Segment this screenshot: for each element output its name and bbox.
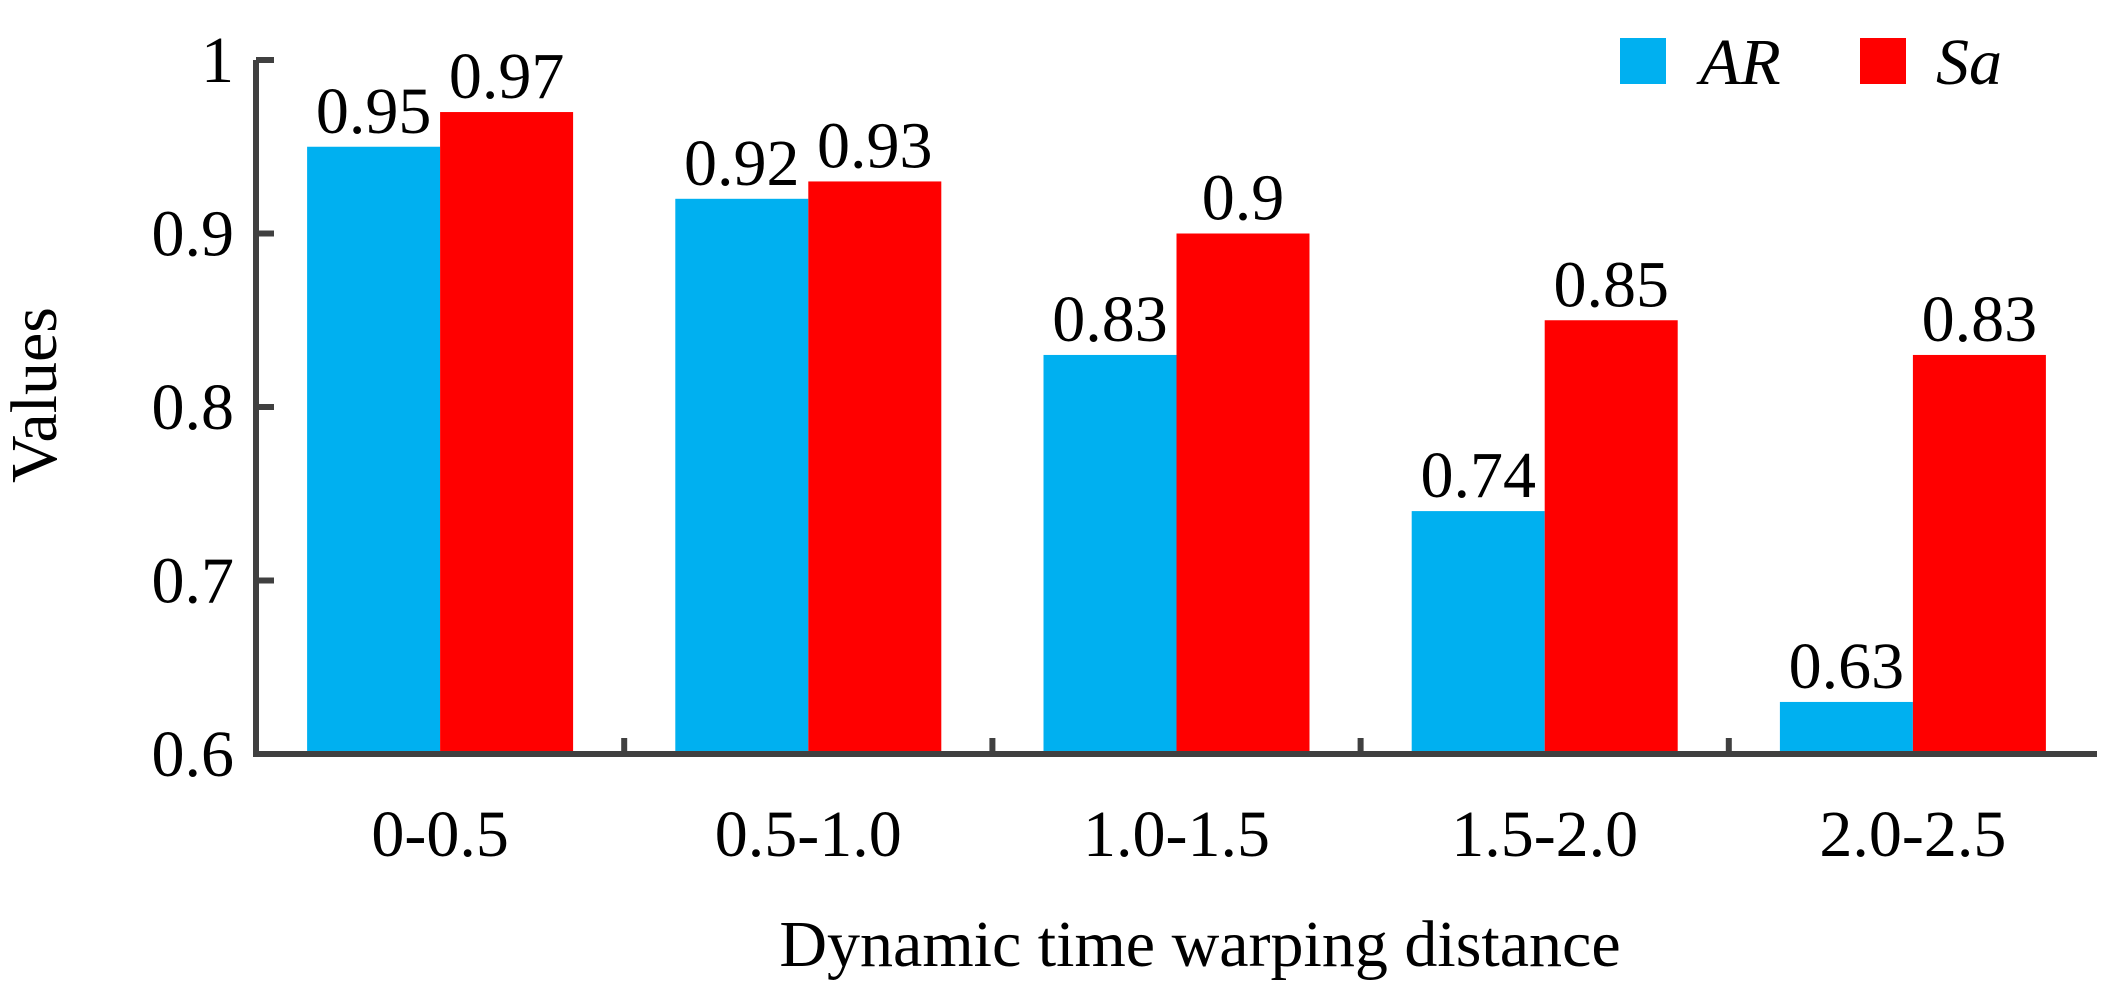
y-tick-label-0: 0.6 bbox=[152, 718, 235, 791]
bar-sa-4 bbox=[1912, 354, 2046, 754]
data-label-ar-4: 0.63 bbox=[1789, 630, 1905, 703]
legend: AR Sa bbox=[1620, 26, 2002, 99]
legend-swatch-sa bbox=[1860, 38, 1906, 84]
data-label-sa-4: 0.83 bbox=[1922, 283, 2038, 356]
bars-layer bbox=[307, 112, 2046, 755]
data-label-sa-2: 0.9 bbox=[1202, 162, 1285, 235]
bar-ar-2 bbox=[1043, 354, 1177, 754]
data-label-ar-2: 0.83 bbox=[1052, 283, 1168, 356]
x-tick-label-3: 1.5-2.0 bbox=[1451, 798, 1638, 871]
data-label-sa-0: 0.97 bbox=[449, 40, 565, 113]
x-tick-label-4: 2.0-2.5 bbox=[1819, 798, 2006, 871]
data-label-ar-3: 0.74 bbox=[1420, 439, 1536, 512]
y-tick-label-4: 1 bbox=[201, 24, 234, 97]
bar-ar-1 bbox=[675, 198, 809, 755]
data-label-sa-1: 0.93 bbox=[817, 109, 933, 182]
bar-ar-4 bbox=[1779, 701, 1913, 754]
x-tick-label-1: 0.5-1.0 bbox=[715, 798, 902, 871]
x-tick-label-0: 0-0.5 bbox=[371, 798, 508, 871]
legend-label-ar: AR bbox=[1696, 26, 1781, 99]
legend-label-sa: Sa bbox=[1936, 26, 2002, 99]
data-label-ar-0: 0.95 bbox=[316, 75, 432, 148]
data-label-ar-1: 0.92 bbox=[684, 127, 800, 200]
bar-sa-3 bbox=[1544, 320, 1678, 754]
x-tick-label-2: 1.0-1.5 bbox=[1083, 798, 1270, 871]
y-axis-title: Values bbox=[0, 307, 71, 483]
y-tick-label-2: 0.8 bbox=[152, 371, 235, 444]
bar-ar-3 bbox=[1411, 511, 1545, 754]
y-tick-label-3: 0.9 bbox=[152, 198, 235, 271]
legend-swatch-ar bbox=[1620, 38, 1666, 84]
y-tick-label-1: 0.7 bbox=[152, 545, 235, 618]
bar-sa-0 bbox=[440, 112, 574, 755]
labels-layer: 0.95 0.97 0-0.5 0.92 0.93 0.5-1.0 0.83 0.9 1.0-1… bbox=[152, 24, 2038, 871]
bar-sa-2 bbox=[1176, 233, 1310, 754]
bar-sa-1 bbox=[808, 181, 942, 754]
bar-ar-0 bbox=[307, 146, 441, 754]
axes-layer bbox=[253, 57, 2097, 757]
data-label-sa-3: 0.85 bbox=[1553, 248, 1669, 321]
x-axis-title: Dynamic time warping distance bbox=[779, 908, 1620, 981]
